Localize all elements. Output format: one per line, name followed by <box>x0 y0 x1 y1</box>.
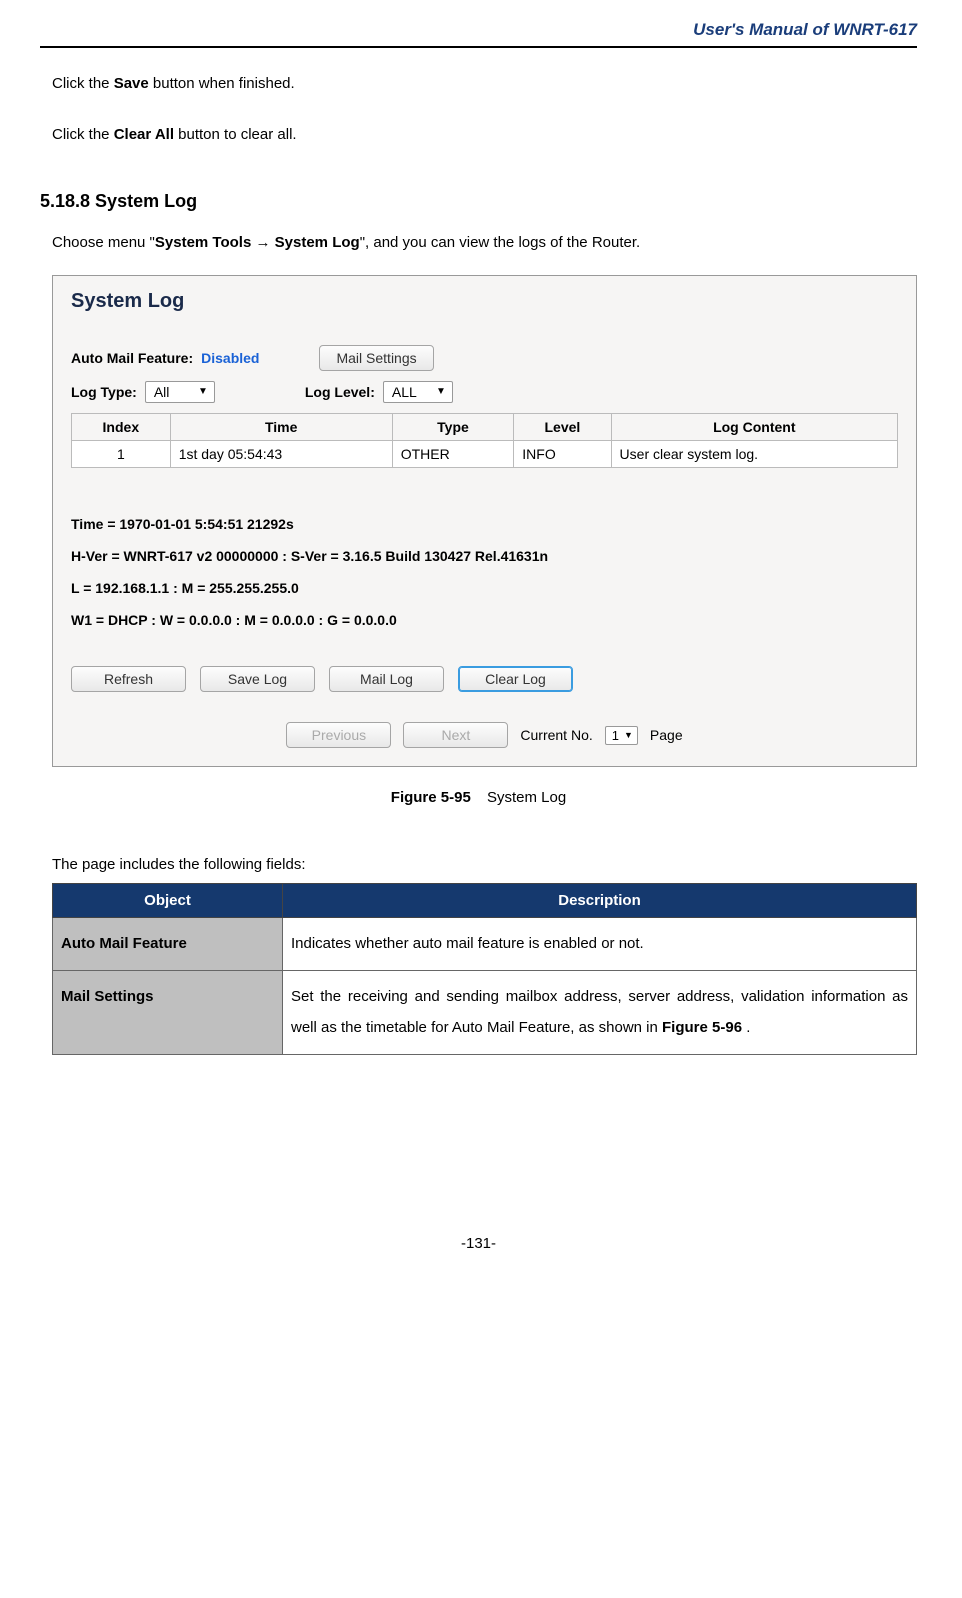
log-level-dropdown[interactable]: ALL ▼ <box>383 381 453 403</box>
page-number: -131- <box>40 1235 917 1252</box>
text: button to clear all. <box>174 126 297 143</box>
object-cell: Auto Mail Feature <box>53 918 283 971</box>
info-line: L = 192.168.1.1 : M = 255.255.255.0 <box>71 572 898 604</box>
figure-text: System Log <box>487 789 566 806</box>
log-level-value: ALL <box>392 384 417 400</box>
info-line: H-Ver = WNRT-617 v2 00000000 : S-Ver = 3… <box>71 540 898 572</box>
table-row: 1 1st day 05:54:43 OTHER INFO User clear… <box>72 440 898 467</box>
col-level: Level <box>514 413 611 440</box>
text: Click the <box>52 75 114 92</box>
auto-mail-label: Auto Mail Feature: <box>71 350 193 366</box>
chevron-down-icon: ▼ <box>436 386 446 397</box>
section-heading: 5.18.8 System Log <box>40 191 917 212</box>
col-index: Index <box>72 413 171 440</box>
col-time: Time <box>170 413 392 440</box>
bold-system-log: System Log <box>275 234 360 251</box>
description-cell: Indicates whether auto mail feature is e… <box>283 918 917 971</box>
clear-log-button[interactable]: Clear Log <box>458 666 573 692</box>
text: . <box>742 1019 750 1036</box>
col-description: Description <box>283 884 917 918</box>
text: Click the <box>52 126 114 143</box>
page-label: Page <box>650 727 683 743</box>
auto-mail-row: Auto Mail Feature: Disabled Mail Setting… <box>71 345 898 371</box>
info-line: W1 = DHCP : W = 0.0.0.0 : M = 0.0.0.0 : … <box>71 604 898 636</box>
log-level-label: Log Level: <box>305 384 375 400</box>
info-line: Time = 1970-01-01 5:54:51 21292s <box>71 508 898 540</box>
cell-time: 1st day 05:54:43 <box>170 440 392 467</box>
intro-line-2: Click the Clear All button to clear all. <box>52 124 917 147</box>
table-header-row: Object Description <box>53 884 917 918</box>
save-log-button[interactable]: Save Log <box>200 666 315 692</box>
current-no-label: Current No. <box>520 727 592 743</box>
log-type-value: All <box>154 384 170 400</box>
col-object: Object <box>53 884 283 918</box>
log-table: Index Time Type Level Log Content 1 1st … <box>71 413 898 468</box>
bold-save: Save <box>114 75 149 92</box>
object-cell: Mail Settings <box>53 970 283 1054</box>
mail-log-button[interactable]: Mail Log <box>329 666 444 692</box>
previous-button[interactable]: Previous <box>286 722 391 748</box>
pager-row: Previous Next Current No. 1 ▼ Page <box>71 722 898 748</box>
col-type: Type <box>392 413 514 440</box>
chevron-down-icon: ▼ <box>198 386 208 397</box>
text: button when finished. <box>149 75 295 92</box>
auto-mail-value: Disabled <box>201 350 259 366</box>
figure-ref: Figure 5-96 <box>662 1019 742 1036</box>
intro-line-1: Click the Save button when finished. <box>52 73 917 96</box>
cell-content: User clear system log. <box>611 440 897 467</box>
description-table: Object Description Auto Mail Feature Ind… <box>52 883 917 1055</box>
fields-intro: The page includes the following fields: <box>52 856 917 873</box>
figure-caption: Figure 5-95 System Log <box>40 789 917 806</box>
table-row: Mail Settings Set the receiving and send… <box>53 970 917 1054</box>
log-type-label: Log Type: <box>71 384 137 400</box>
cell-index: 1 <box>72 440 171 467</box>
text: Set the receiving and sending mailbox ad… <box>291 988 908 1037</box>
log-type-dropdown[interactable]: All ▼ <box>145 381 215 403</box>
page-number-dropdown[interactable]: 1 ▼ <box>605 726 638 745</box>
bold-system-tools: System Tools <box>155 234 251 251</box>
mail-settings-button[interactable]: Mail Settings <box>319 345 433 371</box>
figure-number: Figure 5-95 <box>391 789 471 806</box>
system-log-screenshot: System Log Auto Mail Feature: Disabled M… <box>52 275 917 768</box>
doc-header: User's Manual of WNRT-617 <box>40 20 917 48</box>
filter-row: Log Type: All ▼ Log Level: ALL ▼ <box>71 381 898 403</box>
cell-level: INFO <box>514 440 611 467</box>
next-button[interactable]: Next <box>403 722 508 748</box>
text: ", and you can view the logs of the Rout… <box>360 234 641 251</box>
refresh-button[interactable]: Refresh <box>71 666 186 692</box>
text: Choose menu " <box>52 234 155 251</box>
info-block: Time = 1970-01-01 5:54:51 21292s H-Ver =… <box>71 508 898 637</box>
nav-instruction: Choose menu "System Tools → System Log",… <box>52 232 917 255</box>
bold-clear-all: Clear All <box>114 126 174 143</box>
description-cell: Set the receiving and sending mailbox ad… <box>283 970 917 1054</box>
page-number-value: 1 <box>612 728 619 743</box>
chevron-down-icon: ▼ <box>624 730 633 740</box>
table-header-row: Index Time Type Level Log Content <box>72 413 898 440</box>
col-content: Log Content <box>611 413 897 440</box>
action-buttons-row: Refresh Save Log Mail Log Clear Log <box>71 666 898 692</box>
cell-type: OTHER <box>392 440 514 467</box>
table-row: Auto Mail Feature Indicates whether auto… <box>53 918 917 971</box>
panel-title: System Log <box>71 290 898 313</box>
arrow: → <box>251 234 274 251</box>
